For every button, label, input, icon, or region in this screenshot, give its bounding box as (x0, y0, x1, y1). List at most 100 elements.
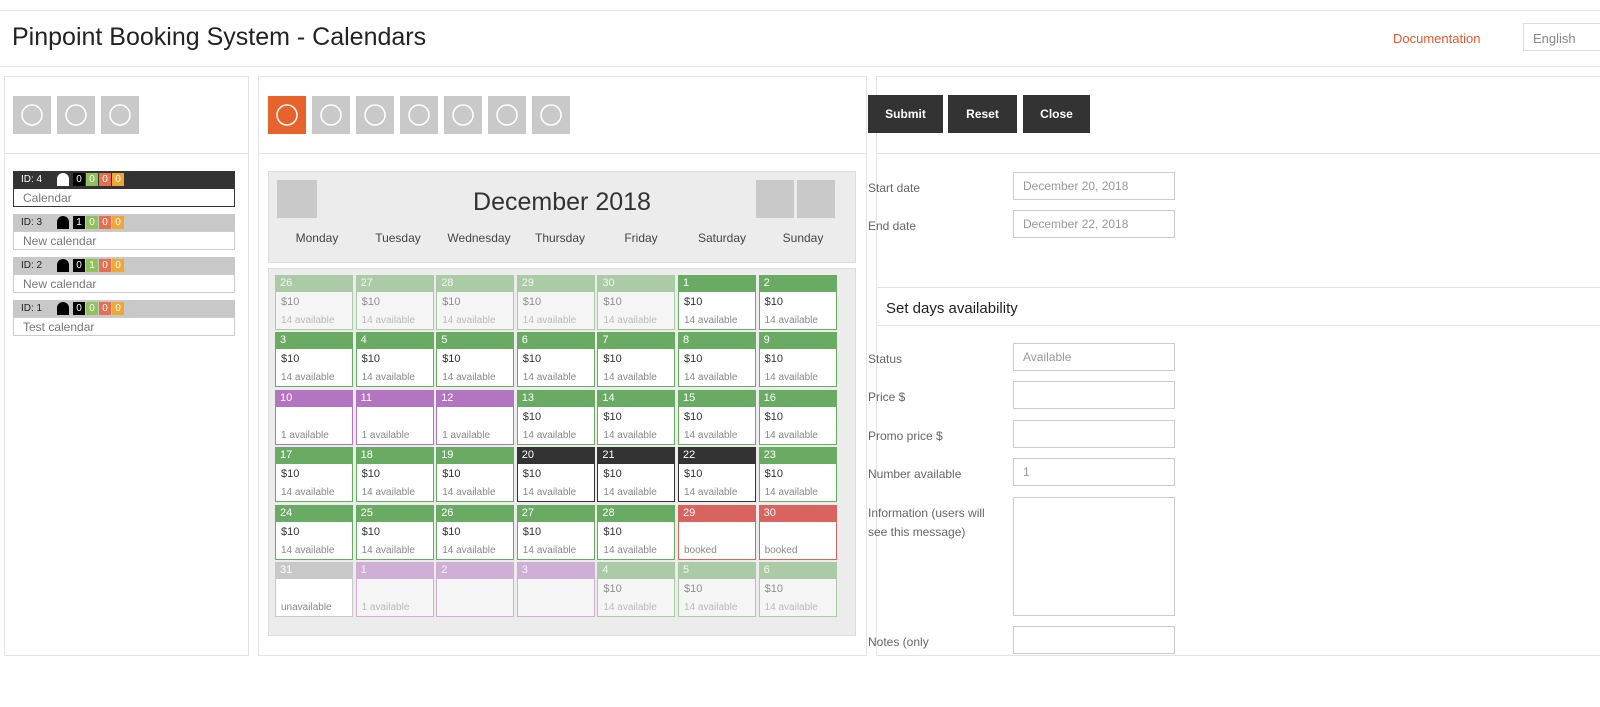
day-cell[interactable]: 6 $10 14 available (516, 332, 595, 388)
toolbar-button[interactable] (312, 96, 350, 134)
field-input[interactable]: December 20, 2018 (1013, 172, 1175, 200)
day-header: 16 (758, 389, 837, 407)
form-button[interactable]: Reset (948, 95, 1017, 133)
day-cell[interactable]: 8 $10 14 available (678, 332, 756, 388)
day-cell[interactable]: 6 $10 14 available (758, 562, 837, 617)
next-button[interactable] (797, 180, 835, 218)
field-label: End date (868, 219, 917, 233)
day-cell[interactable]: 27 $10 14 available (516, 504, 595, 560)
day-cell[interactable]: 14 $10 14 available (597, 389, 676, 445)
form-button[interactable]: Close (1023, 95, 1090, 133)
day-cell[interactable]: 29 booked (678, 504, 756, 560)
count-badge: 0 (73, 173, 85, 186)
day-header: 29 (516, 275, 595, 292)
day-price: $10 (684, 353, 703, 366)
prev-button[interactable] (756, 180, 794, 218)
calendar-name[interactable]: Calendar (13, 188, 235, 207)
day-cell[interactable]: 28 $10 14 available (436, 275, 515, 330)
day-cell[interactable]: 30 $10 14 available (597, 275, 676, 330)
weekday: Wednesday (447, 231, 511, 245)
language-select[interactable]: English (1523, 23, 1600, 51)
calendar-grid: 26 $10 14 available 27 $10 14 available 28 $10 1… (268, 268, 856, 636)
day-price: $10 (442, 525, 461, 538)
day-info: 14 available (603, 544, 657, 556)
toolbar-button[interactable] (532, 96, 570, 134)
day-cell[interactable]: 18 $10 14 available (355, 447, 434, 503)
toolbar-button[interactable] (268, 96, 306, 134)
day-cell[interactable]: 29 $10 14 available (516, 275, 595, 330)
day-info: 14 available (281, 315, 335, 326)
day-info: booked (684, 544, 717, 556)
day-info: 14 available (603, 315, 657, 326)
day-cell[interactable]: 5 $10 14 available (678, 562, 756, 617)
day-info: 14 available (764, 429, 818, 441)
day-cell[interactable]: 25 $10 14 available (355, 504, 434, 560)
toolbar-button[interactable] (356, 96, 394, 134)
toolbar-button[interactable] (400, 96, 438, 134)
field-input[interactable]: 1 (1013, 458, 1175, 486)
field-input[interactable]: December 22, 2018 (1013, 210, 1175, 238)
day-cell[interactable]: 26 $10 14 available (436, 504, 515, 560)
day-cell[interactable]: 1 $10 14 available (678, 275, 756, 330)
field-input[interactable] (1013, 626, 1175, 654)
day-cell[interactable]: 30 booked (758, 504, 837, 560)
day-cell[interactable]: 10 1 available (275, 389, 353, 445)
toolbar-button[interactable] (57, 96, 95, 134)
day-cell[interactable]: 26 $10 14 available (275, 275, 353, 330)
day-cell[interactable]: 3 $10 14 available (275, 332, 353, 388)
day-header: 17 (275, 447, 353, 465)
count-badge: 0 (86, 216, 98, 229)
day-cell[interactable]: 28 $10 14 available (597, 504, 676, 560)
toolbar-button[interactable] (444, 96, 482, 134)
day-cell[interactable]: 20 $10 14 available (516, 447, 595, 503)
field-input[interactable] (1013, 381, 1175, 409)
day-cell[interactable]: 7 $10 14 available (597, 332, 676, 388)
day-cell[interactable]: 12 1 available (436, 389, 515, 445)
calendar-name[interactable]: New calendar (13, 274, 235, 293)
documentation-link[interactable]: Documentation (1393, 31, 1481, 46)
calendar-name[interactable]: Test calendar (13, 317, 235, 336)
calendar-name[interactable]: New calendar (13, 231, 235, 250)
toolbar-button[interactable] (13, 96, 51, 134)
divider (5, 153, 248, 154)
day-cell[interactable]: 5 $10 14 available (436, 332, 515, 388)
day-cell[interactable]: 19 $10 14 available (436, 447, 515, 503)
day-cell[interactable]: 27 $10 14 available (355, 275, 434, 330)
form-button[interactable]: Submit (868, 95, 943, 133)
field-input[interactable]: Available (1013, 343, 1175, 371)
day-cell[interactable]: 3 (516, 562, 595, 617)
day-cell[interactable]: 4 $10 14 available (355, 332, 434, 388)
day-cell[interactable]: 4 $10 14 available (597, 562, 676, 617)
day-price: $10 (603, 525, 622, 538)
day-cell[interactable]: 1 1 available (355, 562, 434, 617)
day-cell[interactable]: 13 $10 14 available (516, 389, 595, 445)
icon (496, 104, 518, 126)
field-input[interactable] (1013, 497, 1175, 616)
day-header: 28 (436, 275, 515, 292)
day-cell[interactable]: 16 $10 14 available (758, 389, 837, 445)
day-cell[interactable]: 2 (436, 562, 515, 617)
day-cell[interactable]: 23 $10 14 available (758, 447, 837, 503)
day-cell[interactable]: 21 $10 14 available (597, 447, 676, 503)
calendar-id: ID: 1 (21, 303, 43, 314)
day-cell[interactable]: 11 1 available (355, 389, 434, 445)
toolbar-button[interactable] (488, 96, 526, 134)
day-cell[interactable]: 9 $10 14 available (758, 332, 837, 388)
add-button[interactable] (277, 180, 317, 218)
day-cell[interactable]: 17 $10 14 available (275, 447, 353, 503)
toolbar-button[interactable] (101, 96, 139, 134)
day-price: $10 (603, 583, 622, 595)
day-cell[interactable]: 2 $10 14 available (758, 275, 837, 330)
day-info: 14 available (603, 372, 657, 384)
day-info: unavailable (281, 602, 332, 613)
day-cell[interactable]: 15 $10 14 available (678, 389, 756, 445)
field-input[interactable] (1013, 420, 1175, 448)
weekday: Monday (295, 231, 339, 245)
day-info: 14 available (684, 315, 738, 326)
day-cell[interactable]: 31 unavailable (275, 562, 353, 617)
day-cell[interactable]: 22 $10 14 available (678, 447, 756, 503)
day-info: 14 available (684, 372, 738, 384)
day-cell[interactable]: 24 $10 14 available (275, 504, 353, 560)
